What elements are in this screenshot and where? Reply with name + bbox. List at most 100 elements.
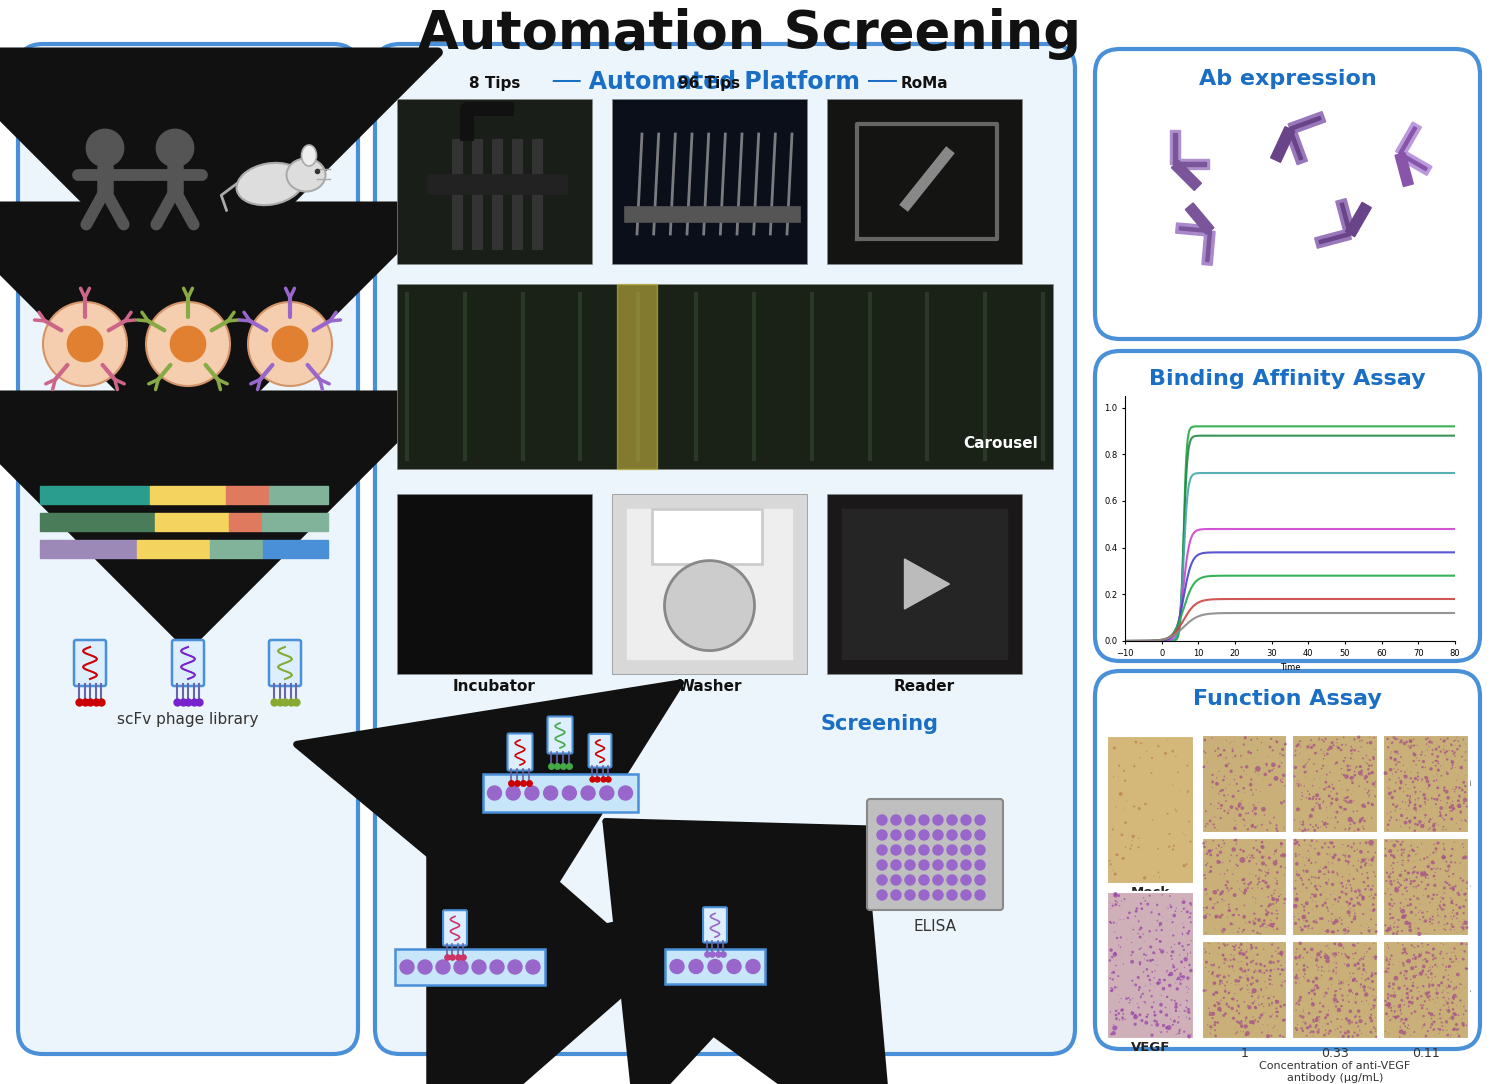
Point [1390,854,1414,872]
Point [1206,775,1230,792]
Point [1377,895,1401,913]
Point [1324,945,1348,963]
Point [1440,792,1464,810]
Point [1388,996,1411,1014]
Point [1404,906,1428,924]
Point [1100,979,1124,996]
Point [1198,778,1222,796]
Point [1257,849,1281,866]
Point [1228,960,1252,978]
Point [1143,944,1167,962]
Point [1176,983,1200,1001]
Point [1296,904,1320,921]
Point [1347,882,1371,900]
Point [1443,780,1467,798]
Point [1388,900,1411,917]
Point [1210,924,1234,941]
Point [1388,800,1411,817]
Point [1395,953,1419,970]
Point [1444,909,1468,927]
Point [1436,995,1460,1012]
Point [1412,962,1436,979]
Point [1245,730,1269,747]
Point [1256,840,1280,857]
Point [1356,919,1380,937]
Point [1418,978,1442,995]
Point [1101,948,1125,966]
Point [1144,1012,1168,1030]
Point [1212,954,1236,971]
Point [1452,917,1476,934]
Point [1318,886,1342,903]
Point [1288,738,1312,756]
Point [1236,1015,1260,1032]
Point [1437,868,1461,886]
Point [1299,991,1323,1008]
Point [1392,757,1416,774]
Circle shape [975,846,986,855]
Point [1344,1007,1368,1024]
Circle shape [933,860,944,870]
Point [1398,814,1422,831]
Point [1210,839,1234,856]
Circle shape [580,786,596,800]
Point [1266,880,1290,898]
Point [1320,876,1344,893]
Point [1401,978,1425,995]
Point [1310,1004,1334,1021]
Point [1410,935,1434,953]
Point [1404,964,1428,981]
Point [1198,1018,1222,1035]
Point [1108,785,1132,802]
Point [1335,761,1359,778]
Point [1346,861,1370,878]
Text: scFv library: scFv library [144,593,232,608]
Point [1296,1019,1320,1036]
Point [1422,911,1446,928]
Point [1170,926,1194,943]
Circle shape [746,959,760,973]
Circle shape [891,890,902,900]
Circle shape [891,846,902,855]
Point [1292,816,1316,834]
Point [1128,979,1152,996]
Point [1284,775,1308,792]
Point [1364,989,1388,1006]
Point [1274,818,1298,836]
Point [1320,854,1344,872]
Point [1240,847,1264,864]
Point [1374,764,1398,782]
Point [1440,916,1464,933]
Point [1346,881,1370,899]
Point [1412,801,1436,818]
Point [1324,785,1348,802]
Point [1310,967,1334,984]
Point [1353,1015,1377,1032]
Point [1251,766,1275,784]
Point [1302,791,1326,809]
Point [1390,971,1414,989]
Point [1431,848,1455,865]
Point [1130,900,1154,917]
Point [1204,774,1228,791]
Point [1330,986,1354,1004]
Point [1448,737,1472,754]
Point [1364,1009,1388,1027]
Point [1298,790,1322,808]
Point [1224,800,1248,817]
Point [1233,1010,1257,1028]
Point [1402,859,1426,876]
Point [1161,776,1185,793]
Point [1262,844,1286,862]
Point [1322,924,1346,941]
Point [1332,883,1356,901]
Point [1102,865,1126,882]
Polygon shape [1314,229,1352,248]
Point [1425,901,1449,918]
Point [1212,1007,1236,1024]
Point [1440,753,1464,771]
Point [1214,977,1237,994]
Point [1296,783,1320,800]
Point [1166,801,1190,818]
Point [1200,1019,1224,1036]
